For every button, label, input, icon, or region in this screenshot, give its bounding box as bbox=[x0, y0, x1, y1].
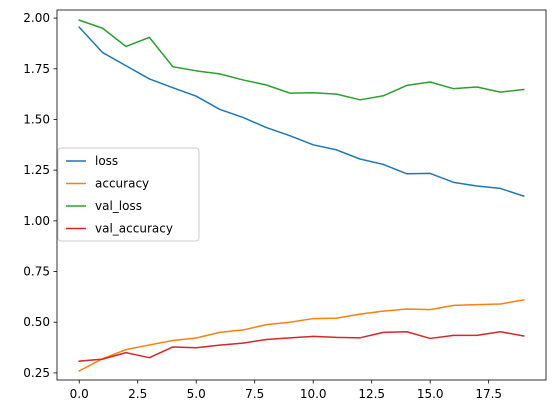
x-tick-label: 2.5 bbox=[128, 387, 147, 401]
series-lines bbox=[78, 19, 525, 372]
x-tick-label: 7.5 bbox=[245, 387, 264, 401]
y-tick-label: 0.50 bbox=[23, 315, 50, 329]
series-line-val-accuracy bbox=[78, 331, 525, 362]
x-tick-label: 12.5 bbox=[358, 387, 385, 401]
legend: loss accuracy val_loss val_accuracy bbox=[57, 147, 200, 242]
y-axis: 0.25 0.50 0.75 1.00 1.25 1.50 1.75 2.00 bbox=[23, 11, 57, 380]
x-tick-label: 0.0 bbox=[70, 387, 89, 401]
legend-label: val_loss bbox=[95, 199, 142, 213]
y-tick-label: 1.25 bbox=[23, 163, 50, 177]
x-tick-label: 17.5 bbox=[475, 387, 502, 401]
plot-area: 0.0 2.5 5.0 7.5 10.0 12.5 15.0 17.5 0.25 0.50 0.7… bbox=[23, 9, 547, 401]
x-tick-label: 15.0 bbox=[417, 387, 444, 401]
series-line-accuracy bbox=[78, 299, 525, 372]
legend-label: accuracy bbox=[95, 177, 149, 191]
y-tick-label: 2.00 bbox=[23, 11, 50, 25]
series-line-loss bbox=[78, 26, 525, 198]
y-tick-label: 1.00 bbox=[23, 214, 50, 228]
y-tick-label: 1.50 bbox=[23, 112, 50, 126]
y-tick-label: 0.75 bbox=[23, 265, 50, 279]
series-line-val-loss bbox=[78, 19, 525, 101]
x-tick-label: 10.0 bbox=[300, 387, 327, 401]
legend-label: val_accuracy bbox=[95, 222, 173, 236]
axes-frame bbox=[56, 9, 547, 381]
x-axis: 0.0 2.5 5.0 7.5 10.0 12.5 15.0 17.5 bbox=[70, 380, 502, 401]
x-tick-label: 5.0 bbox=[187, 387, 206, 401]
y-tick-label: 1.75 bbox=[23, 62, 50, 76]
y-tick-label: 0.25 bbox=[23, 366, 50, 380]
legend-label: loss bbox=[95, 154, 118, 168]
legend-box bbox=[57, 147, 200, 242]
